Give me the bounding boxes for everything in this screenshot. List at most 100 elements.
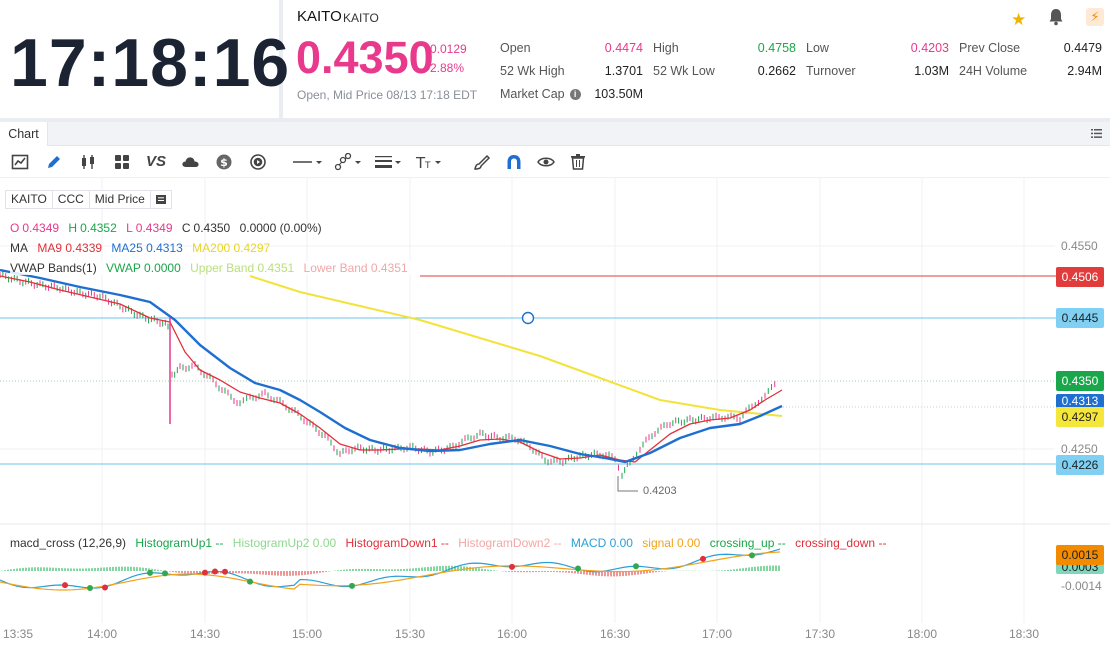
vol24-value: 2.94M	[1067, 64, 1102, 78]
tab-chart[interactable]: Chart	[0, 122, 48, 146]
crossing-dot	[633, 563, 639, 570]
ma9-value: MA9 0.4339	[37, 241, 103, 255]
menu-icon[interactable]	[1091, 128, 1102, 139]
price-tag-red-line[interactable]: 0.4506	[1056, 267, 1104, 287]
svg-text:T: T	[415, 154, 426, 171]
legend-symbol: KAITO	[11, 192, 47, 206]
crossing-dot	[102, 584, 108, 591]
crossing-dot	[349, 582, 355, 589]
crossing-dot	[509, 563, 515, 570]
high-value: 0.4758	[757, 41, 796, 55]
legend-menu-icon[interactable]	[155, 195, 166, 204]
prev-close-label: Prev Close	[959, 41, 1021, 55]
ohlc-l-label: L	[126, 221, 133, 235]
crossing-dot	[62, 582, 68, 589]
magnet-icon[interactable]	[505, 153, 523, 172]
eye-icon[interactable]	[537, 153, 555, 172]
brush-icon[interactable]	[473, 153, 491, 172]
compare-icon[interactable]: VS	[146, 153, 167, 170]
market-cap-label: Market Cap i	[500, 87, 581, 101]
crossing-dot	[247, 578, 253, 585]
time-axis-label: 15:00	[292, 627, 323, 641]
macd-legend[interactable]: macd_cross (12,26,9) HistogramUp1 -- His…	[10, 536, 892, 550]
time-axis-label: 18:30	[1009, 627, 1040, 641]
vwap-upper-band: Upper Band 0.4351	[190, 261, 295, 275]
crossing-dot	[147, 569, 153, 576]
crossing-up: crossing_up --	[709, 536, 786, 550]
cloud-icon[interactable]	[181, 153, 200, 172]
vwap-legend[interactable]: VWAP Bands(1) VWAP 0.0000 Upper Band 0.4…	[10, 261, 418, 275]
ma25-line	[0, 268, 783, 464]
ohlc-high: 0.4352	[80, 221, 117, 235]
hist-down1: HistogramDown1 --	[345, 536, 449, 550]
vwap-lower-band: Lower Band 0.4351	[303, 261, 408, 275]
open-value: 0.4474	[604, 41, 643, 55]
time-axis-label: 14:30	[190, 627, 221, 641]
price-axis-label: 0.4550	[1061, 239, 1098, 253]
low-label: Low	[806, 41, 829, 55]
low-marker-label: 0.4203	[643, 485, 677, 497]
ohlc-change: 0.0000 (0.00%)	[239, 221, 322, 235]
dollar-icon[interactable]: $	[215, 153, 233, 172]
crossing-dot	[222, 568, 228, 575]
price-change: -0.0129	[426, 42, 467, 56]
macd-value: MACD 0.00	[570, 536, 633, 550]
crossing-dot	[575, 565, 581, 572]
price-tag-ma25: 0.4313	[1056, 394, 1104, 408]
ma200-value: MA200 0.4297	[192, 241, 271, 255]
symbol-legend[interactable]: KAITO CCC Mid Price	[5, 190, 172, 209]
crossing-dot	[700, 555, 706, 562]
crossing-down: crossing_down --	[795, 536, 887, 550]
crossing-dot	[162, 570, 168, 577]
crossing-dot	[749, 552, 755, 559]
prev-close-value: 0.4479	[1063, 41, 1102, 55]
legend-price-type: Mid Price	[94, 192, 145, 206]
low-marker	[617, 476, 638, 492]
price-tag-blue-line[interactable]: 0.4226	[1056, 455, 1104, 475]
grid-layout-icon[interactable]	[113, 153, 131, 172]
ma200-line	[249, 275, 783, 417]
wk52-low-label: 52 Wk Low	[653, 64, 715, 78]
price-tag-last: 0.4350	[1056, 371, 1104, 391]
info-icon[interactable]: i	[569, 89, 581, 100]
vwap-value: VWAP 0.0000	[106, 261, 181, 275]
price-chart[interactable]	[0, 178, 1110, 645]
chart-area[interactable]	[0, 178, 1110, 645]
market-cap-label-text: Market Cap	[500, 87, 565, 101]
price-tag-blue-line[interactable]: 0.4445	[1056, 308, 1104, 328]
ma25-value: MA25 0.4313	[111, 241, 183, 255]
trash-icon[interactable]	[569, 153, 587, 172]
vwap-label: VWAP Bands(1)	[10, 261, 97, 275]
line-style-icon[interactable]	[292, 153, 324, 172]
last-price: 0.4350	[296, 32, 434, 83]
flash-icon[interactable]: ⚡	[1086, 8, 1104, 26]
time-axis-label: 13:35	[3, 627, 34, 641]
bell-icon[interactable]	[1048, 8, 1064, 26]
hist-down2: HistogramDown2 --	[458, 536, 562, 550]
pencil-icon[interactable]	[45, 153, 63, 172]
price-tag-ma200: 0.4297	[1056, 407, 1104, 427]
chart-type-icon[interactable]	[11, 153, 29, 172]
svg-text:$: $	[220, 156, 228, 169]
open-label: Open	[500, 41, 531, 55]
market-status: Open, Mid Price 08/13 17:18 EDT	[297, 88, 478, 102]
high-label: High	[653, 41, 679, 55]
ohlc-o-label: O	[10, 221, 20, 235]
replay-icon[interactable]	[249, 153, 267, 172]
signal-line	[0, 551, 781, 591]
node-draw-icon[interactable]	[334, 153, 364, 172]
header-divider	[0, 118, 1110, 122]
line-width-icon[interactable]	[374, 153, 404, 172]
candle-icon[interactable]	[79, 153, 97, 172]
star-icon[interactable]: ★	[1011, 10, 1027, 29]
price-axis-label: 0.4250	[1061, 442, 1098, 456]
hist-up1: HistogramUp1 --	[135, 536, 224, 550]
wk52-high-label: 52 Wk High	[500, 64, 565, 78]
svg-text:T: T	[424, 161, 431, 171]
low-value: 0.4203	[910, 41, 949, 55]
ma-legend[interactable]: MA MA9 0.4339 MA25 0.4313 MA200 0.4297	[10, 241, 276, 255]
turnover-label: Turnover	[806, 64, 856, 78]
ma-label: MA	[10, 241, 28, 255]
ohlc-legend: O 0.4349 H 0.4352 L 0.4349 C 0.4350 0.0000 (…	[10, 221, 328, 235]
